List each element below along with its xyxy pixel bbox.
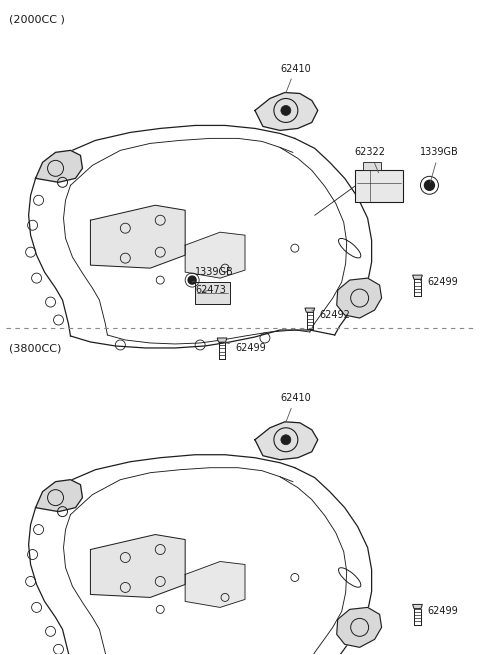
Text: 62499: 62499 <box>420 277 458 287</box>
Text: 62499: 62499 <box>225 343 266 353</box>
Text: 62410: 62410 <box>280 393 311 422</box>
Polygon shape <box>336 607 382 647</box>
Polygon shape <box>36 479 83 512</box>
Bar <box>363 162 381 170</box>
Text: 1339GB: 1339GB <box>420 147 458 183</box>
Polygon shape <box>336 278 382 318</box>
Text: 62322: 62322 <box>355 147 385 173</box>
Text: 62473: 62473 <box>195 285 226 295</box>
Polygon shape <box>217 338 227 342</box>
Polygon shape <box>90 534 185 597</box>
Polygon shape <box>36 151 83 182</box>
Polygon shape <box>255 422 318 460</box>
Circle shape <box>281 435 291 445</box>
Bar <box>355 170 403 202</box>
Text: 62499: 62499 <box>420 607 458 616</box>
Bar <box>195 282 230 304</box>
Polygon shape <box>305 308 315 312</box>
Text: 62410: 62410 <box>280 64 311 93</box>
Polygon shape <box>185 233 245 278</box>
Text: (2000CC ): (2000CC ) <box>9 14 64 25</box>
Circle shape <box>188 276 196 284</box>
Text: 62492: 62492 <box>312 310 351 320</box>
Polygon shape <box>90 205 185 268</box>
Text: 62499: 62499 <box>0 654 1 655</box>
Polygon shape <box>255 92 318 130</box>
Polygon shape <box>413 275 422 279</box>
Text: (3800CC): (3800CC) <box>9 344 61 354</box>
Circle shape <box>424 180 434 191</box>
Text: 1339GB: 1339GB <box>192 267 234 282</box>
Polygon shape <box>185 561 245 607</box>
Circle shape <box>281 105 291 115</box>
Polygon shape <box>413 605 422 608</box>
